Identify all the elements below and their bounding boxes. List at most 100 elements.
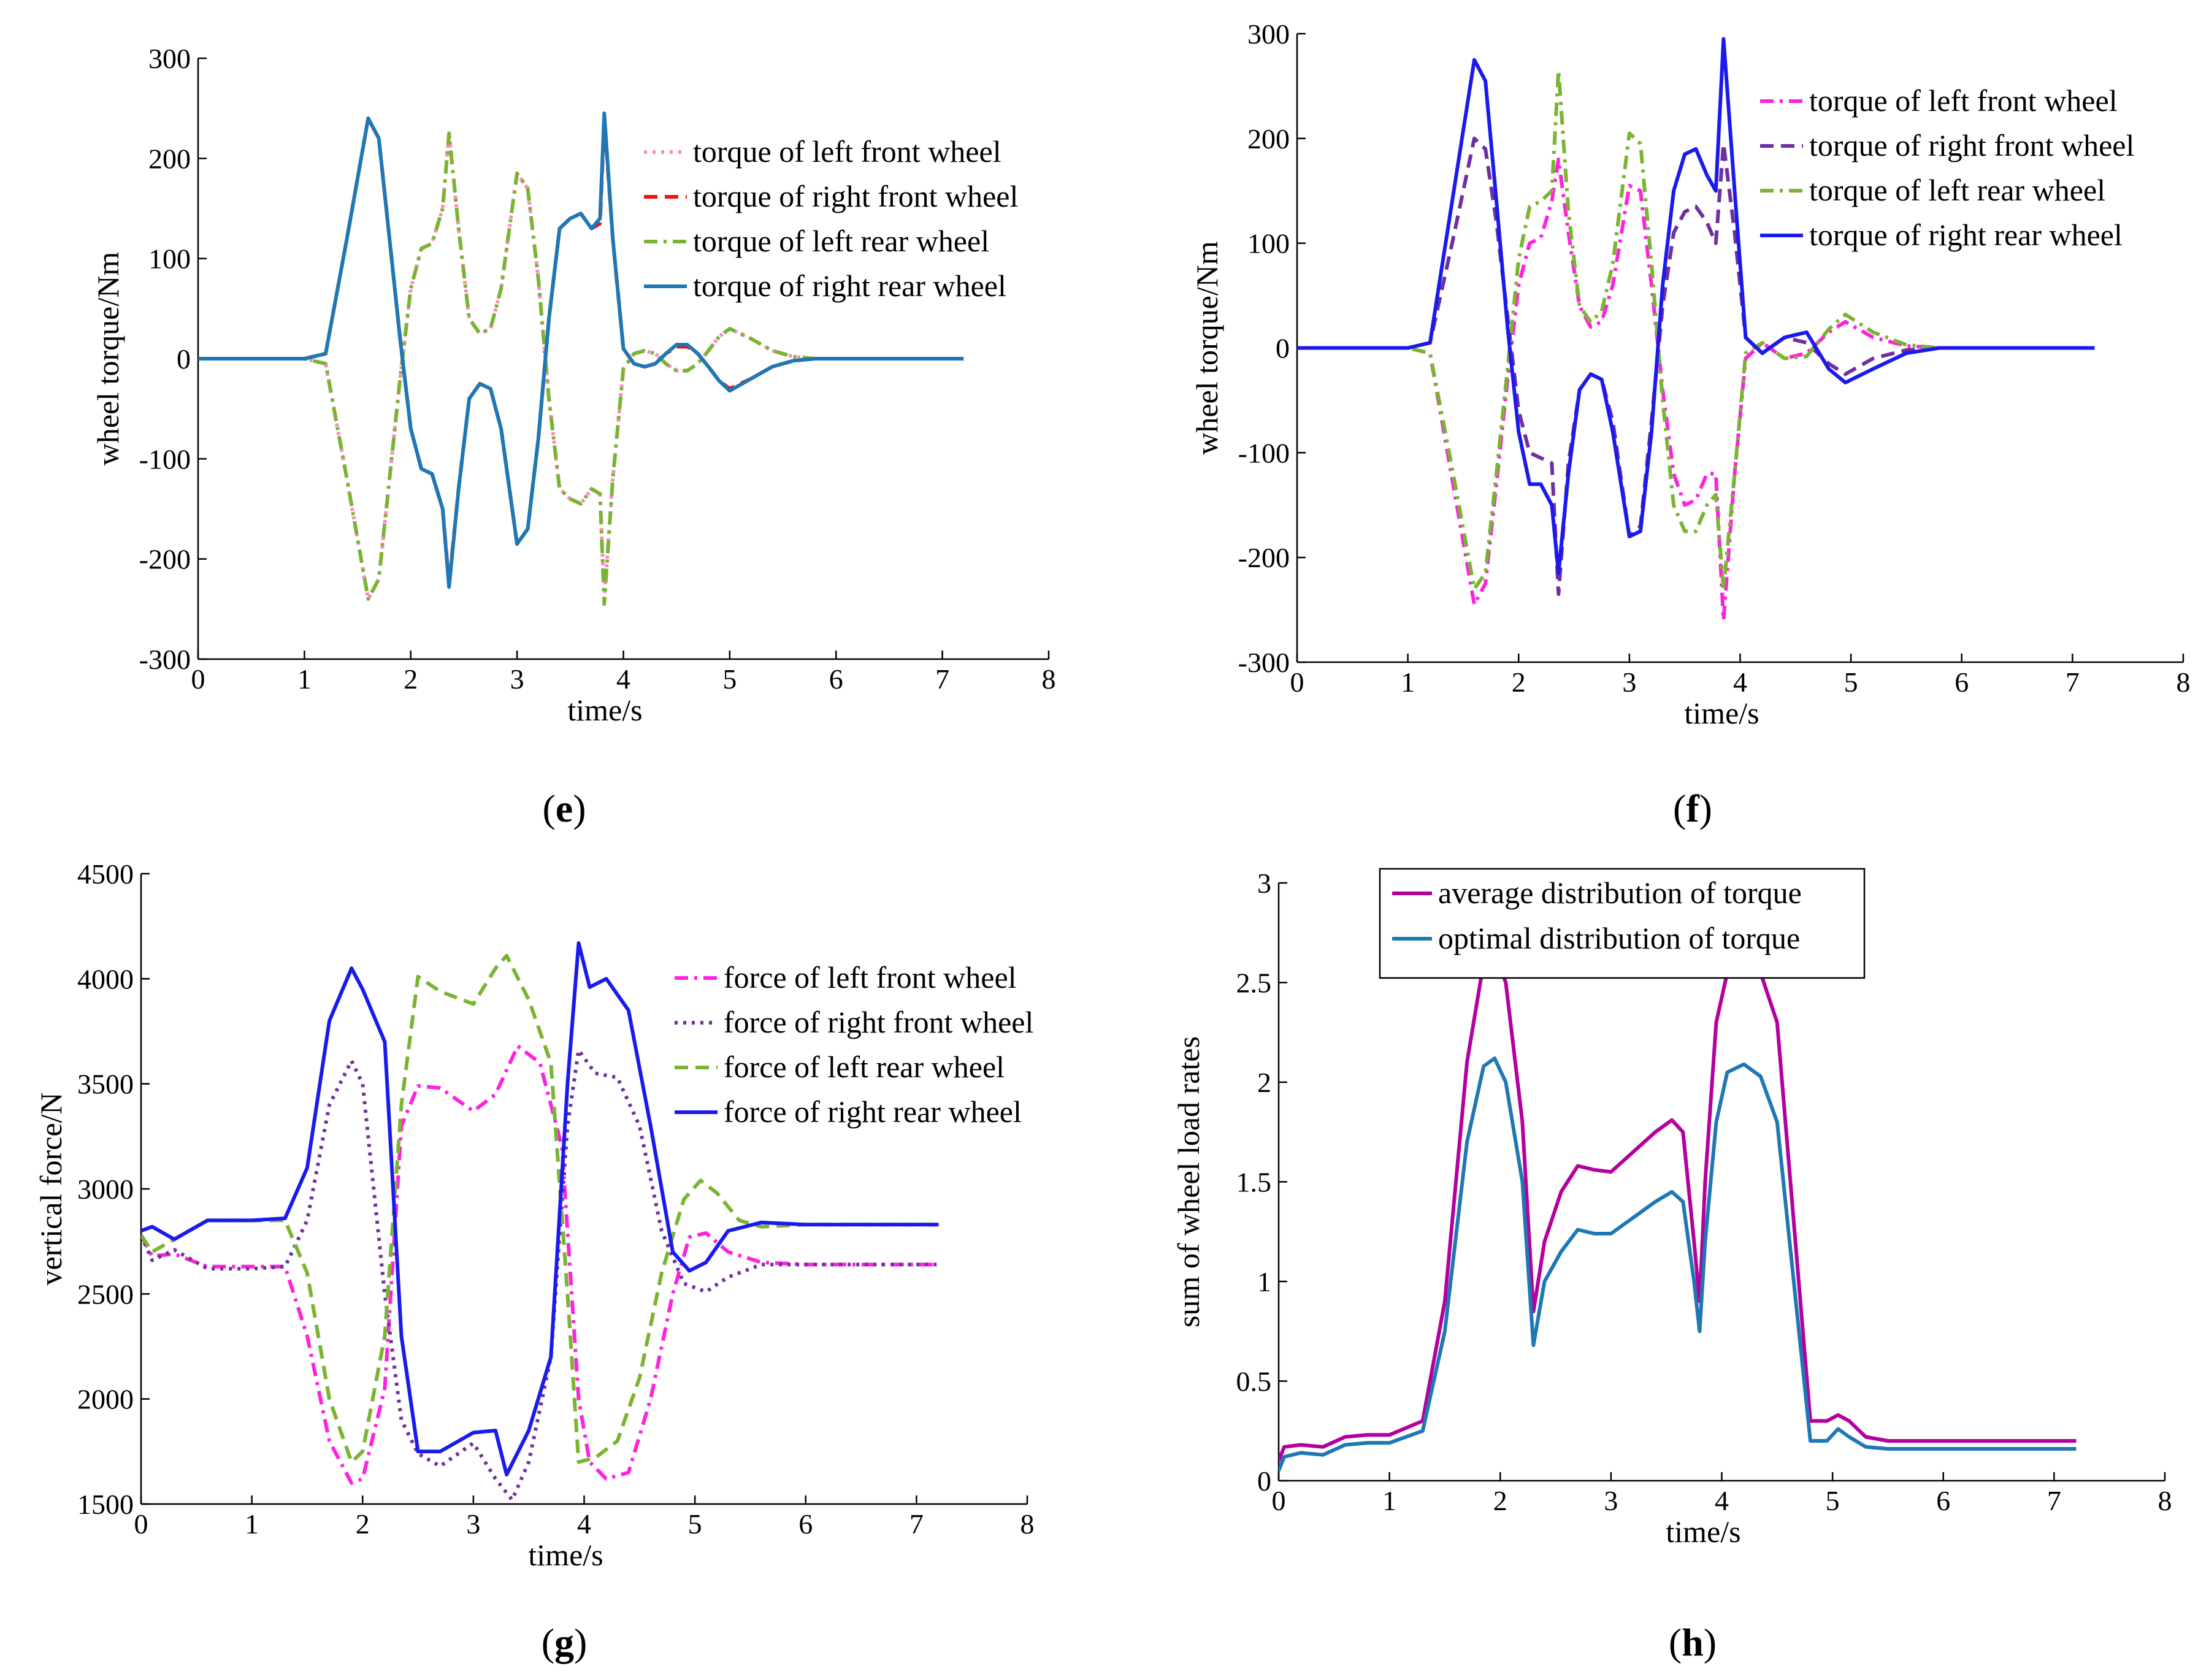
x-tick-label: 4	[577, 1508, 591, 1540]
series-line-4	[1297, 37, 2095, 575]
x-tick-label: 6	[829, 663, 843, 695]
legend-entry-1: torque of left front wheel	[1809, 83, 2118, 118]
panel-f: 0 1 2 3 4 5 6 7 8 -300 -200 -100 0 100 200 300 time/s whe…	[1190, 18, 2191, 830]
x-tick-label: 3	[1622, 666, 1636, 698]
legend-entry-4: torque of right rear wheel	[1809, 218, 2123, 252]
x-tick-label: 2	[404, 663, 418, 695]
x-tick-label: 7	[2065, 666, 2080, 698]
legend-entry-1: average distribution of torque	[1438, 876, 1802, 910]
panel-label: (g)	[542, 1621, 588, 1664]
x-axis-label: time/s	[1666, 1514, 1740, 1549]
x-tick-label: 8	[2158, 1485, 2172, 1516]
y-axis-label: vertical force/N	[34, 1092, 68, 1285]
series-line-3	[198, 131, 964, 606]
x-tick-label: 8	[2176, 666, 2191, 698]
y-tick-label: -300	[139, 644, 191, 675]
legend: average distribution of torque optimal di…	[1379, 868, 1866, 979]
series-line-3	[141, 953, 939, 1464]
y-tick-label: 100	[148, 243, 191, 275]
y-tick-label: 4500	[77, 858, 134, 890]
y-tick-label: 1500	[77, 1489, 134, 1520]
panel-h: 0 1 2 3 4 5 6 7 8 0 0.5 1 1.5 2 2.5 3 time/s sum of wheel…	[1171, 868, 2172, 1664]
legend: force of left front wheel force of right …	[675, 960, 1033, 1129]
legend-entry-2: optimal distribution of torque	[1438, 921, 1800, 955]
y-tick-label: 2500	[77, 1278, 134, 1310]
y-tick-label: 2.5	[1236, 968, 1272, 999]
y-axis-label: wheel torque/Nm	[1190, 241, 1224, 455]
legend-entry-4: force of right rear wheel	[724, 1094, 1022, 1129]
x-tick-label: 7	[935, 663, 949, 695]
legend-entry-1: force of left front wheel	[724, 960, 1017, 995]
series-line-4	[198, 111, 964, 589]
x-tick-label: 2	[356, 1508, 370, 1540]
y-tick-label: 0	[177, 343, 191, 375]
legend-entry-3: force of left rear wheel	[724, 1050, 1005, 1084]
x-tick-label: 8	[1042, 663, 1056, 695]
x-tick-label: 0	[191, 663, 205, 695]
panel-label: (h)	[1669, 1621, 1717, 1664]
y-tick-label: 200	[148, 143, 191, 174]
x-tick-label: 1	[245, 1508, 259, 1540]
x-tick-label: 3	[466, 1508, 480, 1540]
x-tick-label: 5	[1826, 1485, 1840, 1516]
y-tick-label: 300	[148, 43, 191, 74]
y-tick-label: 2	[1257, 1067, 1271, 1098]
legend-entry-2: force of right front wheel	[724, 1005, 1033, 1039]
legend-entry-1: torque of left front wheel	[693, 134, 1001, 169]
series-group	[1297, 37, 2095, 622]
y-tick-label: 2000	[77, 1384, 134, 1415]
legend: torque of left front wheel torque of righ…	[644, 134, 1018, 303]
y-tick-label: -200	[1238, 542, 1290, 573]
y-tick-label: 300	[1247, 18, 1290, 50]
y-tick-label: 3	[1257, 868, 1271, 899]
series-line-4	[141, 941, 939, 1476]
panel-e: 0 1 2 3 4 5 6 7 8 -300 -200 -100 0 100 200 300 time/s whe…	[91, 43, 1056, 830]
x-tick-label: 0	[1272, 1485, 1286, 1516]
panel-label: (f)	[1673, 787, 1712, 830]
x-tick-label: 5	[1844, 666, 1858, 698]
y-tick-label: 0.5	[1236, 1366, 1272, 1397]
series-group	[198, 111, 964, 606]
y-tick-label: -300	[1238, 647, 1290, 678]
y-axis-label: sum of wheel load rates	[1171, 1036, 1206, 1327]
x-tick-label: 2	[1512, 666, 1526, 698]
y-tick-label: 0	[1276, 333, 1290, 364]
x-tick-label: 6	[1936, 1485, 1950, 1516]
x-axis-label: time/s	[1684, 696, 1759, 730]
series-line-1	[1279, 950, 2077, 1462]
legend-entry-3: torque of left rear wheel	[1809, 173, 2105, 207]
panel-label: (e)	[542, 787, 586, 830]
y-tick-label: 100	[1247, 228, 1290, 259]
x-tick-label: 4	[616, 663, 630, 695]
x-tick-label: 7	[909, 1508, 924, 1540]
legend-entry-2: torque of right front wheel	[1809, 128, 2134, 162]
x-tick-label: 4	[1733, 666, 1747, 698]
y-tick-label: -100	[1238, 437, 1290, 468]
x-tick-label: 3	[510, 663, 524, 695]
x-tick-label: 1	[1401, 666, 1415, 698]
x-tick-label: 6	[798, 1508, 813, 1540]
legend-entry-3: torque of left rear wheel	[693, 224, 989, 258]
series-line-2	[1279, 1056, 2077, 1472]
x-tick-label: 3	[1604, 1485, 1618, 1516]
legend: torque of left front wheel torque of righ…	[1760, 83, 2134, 252]
x-tick-label: 7	[2047, 1485, 2061, 1516]
legend-entry-2: torque of right front wheel	[693, 179, 1018, 213]
x-tick-label: 1	[1382, 1485, 1396, 1516]
legend-box	[1379, 868, 1866, 979]
x-tick-label: 6	[1954, 666, 1969, 698]
x-tick-label: 0	[134, 1508, 148, 1540]
series-group	[1279, 950, 2077, 1472]
y-tick-label: 3000	[77, 1174, 134, 1205]
x-tick-label: 0	[1290, 666, 1304, 698]
x-tick-label: 1	[297, 663, 312, 695]
y-tick-label: 4000	[77, 963, 134, 995]
series-line-1	[141, 1044, 939, 1485]
x-tick-label: 5	[722, 663, 737, 695]
x-axis-label: time/s	[528, 1538, 603, 1572]
panel-g: 0 1 2 3 4 5 6 7 8 1500 2000 2500 3000 3500 4000 4500 tim…	[34, 858, 1035, 1664]
y-tick-label: 1.5	[1236, 1167, 1272, 1198]
y-axis-label: wheel torque/Nm	[91, 252, 125, 466]
legend-entry-4: torque of right rear wheel	[693, 269, 1006, 303]
y-tick-label: -200	[139, 544, 191, 575]
